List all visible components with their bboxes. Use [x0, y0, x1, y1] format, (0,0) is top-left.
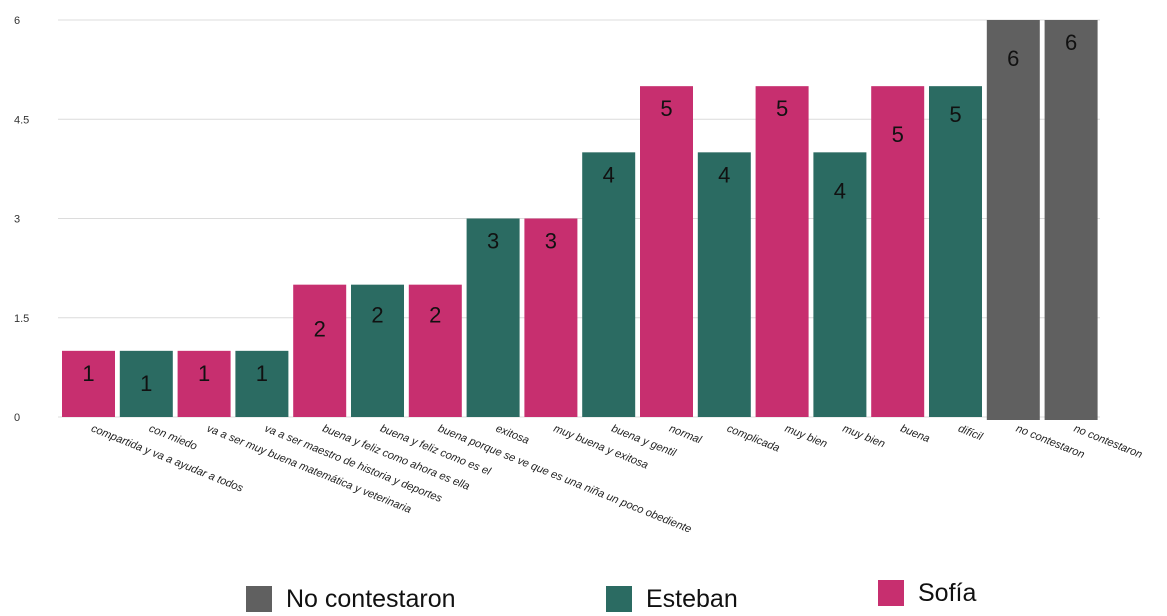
- legend-swatch-sofia: [878, 580, 904, 606]
- x-tick-label: muy bien: [783, 423, 829, 451]
- legend-item-sofia: Sofía: [878, 576, 976, 610]
- y-axis-tick-labels: 0 1.5 3 4.5 6: [14, 15, 29, 424]
- bar-chart: 0 1.5 3 4.5 6 1 1 1 1 2 2 2 3 3 4 5 4 5 4 5 5 6 6 compartida …: [14, 15, 1144, 536]
- y-tick-label: 3: [14, 214, 20, 226]
- x-tick-label: buena: [899, 423, 932, 446]
- y-tick-label: 0: [14, 412, 20, 424]
- data-label: 5: [892, 122, 904, 147]
- data-label: 3: [545, 229, 557, 254]
- x-tick-label: muy buena y exitosa: [552, 423, 650, 472]
- bar-sof-a: [408, 284, 462, 417]
- x-tick-label: difícil: [956, 423, 984, 444]
- gridlines: [58, 19, 1100, 418]
- bar-esteban: [119, 350, 173, 417]
- data-label: 6: [1007, 46, 1019, 71]
- x-tick-label: exitosa: [494, 423, 531, 447]
- bar-sof-a: [755, 86, 809, 418]
- bar-sof-a: [524, 218, 578, 417]
- bar-no-contestaron: [986, 20, 1040, 420]
- data-label: 6: [1065, 30, 1077, 55]
- data-label: 2: [429, 303, 441, 328]
- data-label: 1: [198, 361, 210, 386]
- bar-esteban: [351, 284, 404, 417]
- x-tick-label: normal: [667, 423, 703, 447]
- data-labels: 1 1 1 1 2 2 2 3 3 4 5 4 5 4 5 5 6 6: [82, 30, 1077, 396]
- data-label: 5: [776, 96, 788, 121]
- legend-item-esteban: Esteban: [606, 582, 738, 616]
- data-label: 4: [834, 178, 846, 203]
- data-label: 4: [603, 162, 615, 187]
- bar-sof-a: [640, 86, 693, 418]
- data-label: 1: [82, 361, 94, 386]
- data-label: 4: [718, 162, 730, 187]
- legend-label-no-contestaron: No contestaron: [286, 584, 456, 613]
- data-label: 5: [660, 96, 672, 121]
- legend-swatch-esteban: [606, 586, 632, 612]
- data-label: 2: [314, 317, 326, 342]
- bar-esteban: [813, 152, 867, 418]
- data-label: 2: [371, 303, 383, 328]
- bar-sof-a: [62, 350, 115, 417]
- bar-esteban: [466, 218, 520, 417]
- x-tick-label: complicada: [725, 423, 781, 455]
- bars: [62, 20, 1098, 420]
- bar-no-contestaron: [1044, 20, 1098, 420]
- data-label: 1: [256, 361, 268, 386]
- legend-label-sofia: Sofía: [918, 578, 977, 607]
- y-tick-label: 4.5: [14, 114, 29, 126]
- y-tick-label: 6: [14, 15, 20, 27]
- bar-esteban: [235, 350, 289, 417]
- legend-swatch-no-contestaron: [246, 586, 272, 612]
- data-label: 3: [487, 229, 499, 254]
- bar-esteban: [929, 86, 982, 418]
- data-label: 5: [949, 102, 961, 127]
- bar-sof-a: [177, 350, 231, 417]
- legend-label-esteban: Esteban: [646, 584, 738, 613]
- bar-sof-a: [293, 284, 347, 417]
- x-tick-label: muy bien: [841, 423, 887, 451]
- bar-esteban: [582, 152, 636, 418]
- legend-item-no-contestaron: No contestaron: [246, 582, 456, 616]
- bar-sof-a: [871, 86, 925, 418]
- data-label: 1: [140, 371, 152, 396]
- y-tick-label: 1.5: [14, 313, 29, 325]
- bar-esteban: [697, 152, 751, 418]
